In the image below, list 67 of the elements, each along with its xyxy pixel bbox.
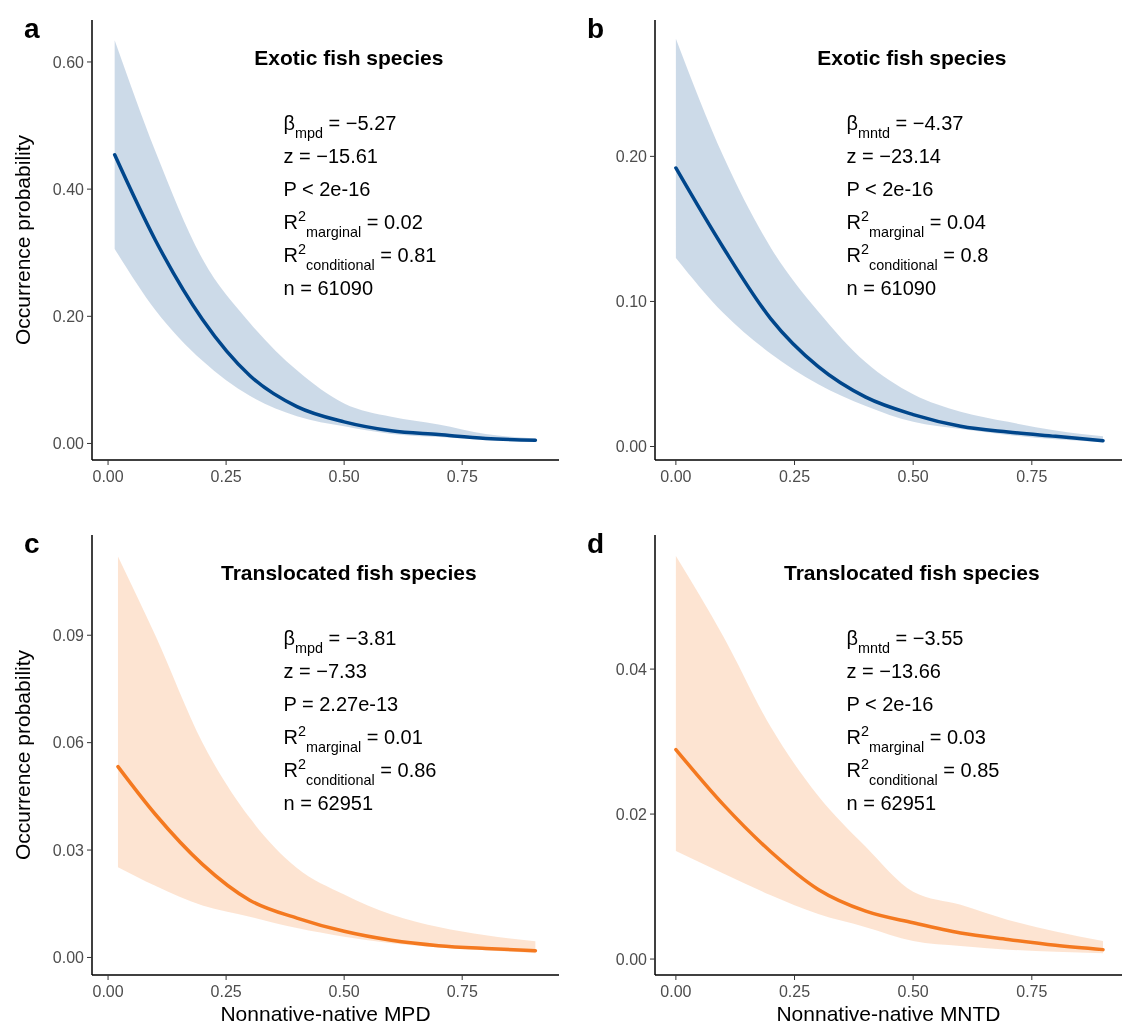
y-tick-label: 0.10 bbox=[615, 293, 648, 311]
annotation: R$^{2}$$_{marginal}$ = 0.02 bbox=[283, 208, 423, 240]
annotation: z = −7.33 bbox=[283, 660, 367, 682]
y-tick-label: 0.04 bbox=[615, 660, 648, 678]
annotation: n = 61090 bbox=[283, 277, 373, 299]
annotation: β$_{mpd}$ = −5.27 bbox=[283, 112, 397, 141]
annotation: n = 62951 bbox=[846, 792, 936, 814]
annotation: z = −13.66 bbox=[846, 660, 941, 682]
annotation: n = 62951 bbox=[283, 792, 373, 814]
annotation: R$^{2}$$_{conditional}$ = 0.86 bbox=[283, 756, 437, 788]
text: b bbox=[587, 13, 605, 44]
x-tick-label: 0.75 bbox=[1016, 468, 1048, 485]
x-tick-label: 0.25 bbox=[210, 468, 242, 485]
x-tick-label: 0.00 bbox=[92, 468, 124, 485]
x-axis-title: Nonnative-native MPD bbox=[220, 1002, 431, 1025]
y-tick-label: 0.09 bbox=[52, 626, 85, 644]
y-tick-label: 0.00 bbox=[615, 438, 648, 456]
y-tick-label: 0.60 bbox=[52, 53, 85, 71]
x-tick-label: 0.50 bbox=[328, 983, 360, 1000]
annotation: P < 2e-16 bbox=[846, 693, 934, 715]
x-tick-label: 0.75 bbox=[1016, 983, 1048, 1000]
x-tick-label: 0.25 bbox=[210, 983, 242, 1000]
x-tick-label: 0.75 bbox=[446, 983, 478, 1000]
y-tick-label: 0.06 bbox=[52, 734, 85, 752]
y-tick-label: 0.00 bbox=[615, 950, 648, 968]
text: d bbox=[587, 528, 605, 559]
annotation: P = 2.27e-13 bbox=[283, 693, 399, 715]
x-tick-label: 0.75 bbox=[446, 468, 478, 485]
annotation: R$^{2}$$_{conditional}$ = 0.8 bbox=[846, 241, 989, 273]
annotation: R$^{2}$$_{marginal}$ = 0.01 bbox=[283, 723, 423, 755]
x-tick-label: 0.25 bbox=[778, 468, 811, 485]
y-tick-label: 0.20 bbox=[615, 147, 648, 165]
text: Exotic fish species bbox=[817, 46, 1007, 69]
y-tick-label: 0.40 bbox=[52, 180, 85, 198]
y-tick-label: 0.02 bbox=[615, 805, 648, 823]
x-tick-label: 0.50 bbox=[328, 468, 360, 485]
x-tick-label: 0.00 bbox=[660, 468, 692, 485]
x-tick-label: 0.00 bbox=[660, 983, 692, 1000]
x-tick-label: 0.25 bbox=[778, 983, 811, 1000]
text: Exotic fish species bbox=[254, 46, 444, 69]
y-tick-label: 0.03 bbox=[52, 841, 85, 859]
y-axis-title: Occurrence probability bbox=[11, 134, 34, 346]
annotation: n = 61090 bbox=[846, 277, 936, 299]
annotation: β$_{mntd}$ = −4.37 bbox=[846, 112, 964, 141]
y-tick-label: 0.00 bbox=[52, 949, 85, 967]
text: c bbox=[24, 528, 40, 559]
line-series bbox=[674, 166, 1105, 443]
annotation: z = −23.14 bbox=[846, 145, 941, 167]
x-tick-label: 0.00 bbox=[92, 983, 124, 1000]
y-tick-label: 0.20 bbox=[52, 307, 85, 325]
annotation: β$_{mpd}$ = −3.81 bbox=[283, 627, 397, 656]
text: Translocated fish species bbox=[221, 561, 477, 584]
annotation: z = −15.61 bbox=[283, 145, 378, 167]
y-axis-title: Occurrence probability bbox=[11, 649, 34, 861]
annotation: R$^{2}$$_{marginal}$ = 0.03 bbox=[846, 723, 986, 755]
text: Translocated fish species bbox=[784, 561, 1040, 584]
annotation: P < 2e-16 bbox=[283, 178, 371, 200]
annotation: R$^{2}$$_{conditional}$ = 0.85 bbox=[846, 756, 1000, 788]
x-tick-label: 0.50 bbox=[897, 983, 929, 1000]
text: a bbox=[24, 13, 40, 44]
annotation: R$^{2}$$_{conditional}$ = 0.81 bbox=[283, 241, 437, 273]
annotation: β$_{mntd}$ = −3.55 bbox=[846, 627, 964, 656]
y-tick-label: 0.00 bbox=[52, 435, 85, 453]
annotation: P < 2e-16 bbox=[846, 178, 934, 200]
annotation: R$^{2}$$_{marginal}$ = 0.04 bbox=[846, 208, 986, 240]
x-axis-title: Nonnative-native MNTD bbox=[776, 1002, 1001, 1025]
x-tick-label: 0.50 bbox=[897, 468, 929, 485]
